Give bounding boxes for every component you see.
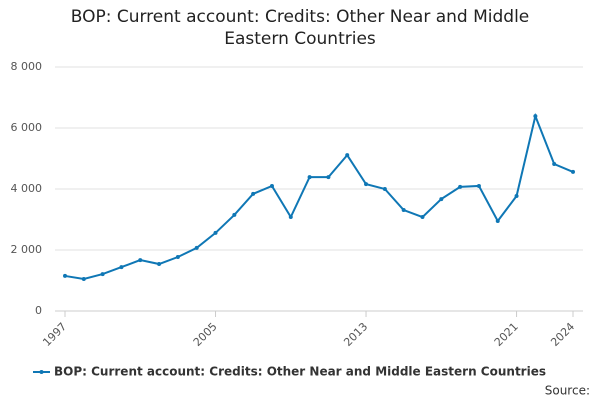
point (81, 276, 86, 281)
point (533, 114, 538, 119)
legend-label: BOP: Current account: Credits: Other Nea… (54, 365, 546, 379)
point (514, 194, 519, 199)
point (251, 191, 256, 196)
point (157, 262, 162, 267)
x-tick-label: 2013 (341, 320, 370, 349)
x-tick-label: 2021 (492, 320, 521, 349)
point (439, 197, 444, 202)
y-tick-label: 6 000 (11, 121, 43, 134)
point (269, 183, 274, 188)
point (495, 219, 500, 224)
x-tick-label: 2024 (548, 320, 577, 349)
point (100, 272, 105, 277)
point (307, 175, 312, 180)
point (364, 182, 369, 187)
legend-marker (39, 370, 44, 374)
point (401, 208, 406, 213)
point (420, 215, 425, 220)
point (63, 273, 67, 278)
y-tick-label: 4 000 (11, 182, 43, 195)
point (138, 258, 143, 263)
point (175, 255, 180, 260)
chart-title: BOP: Current account: Credits: Other Nea… (70, 7, 530, 49)
point (288, 215, 293, 220)
point (552, 161, 557, 166)
x-tick-label: 1997 (40, 320, 69, 349)
y-tick-label: 0 (35, 304, 42, 317)
y-tick-label: 8 000 (11, 60, 43, 73)
point (326, 175, 331, 180)
point (119, 265, 124, 270)
point (476, 183, 481, 188)
point (194, 245, 199, 250)
point (345, 153, 350, 158)
point (571, 169, 575, 174)
line (64, 112, 574, 280)
point (382, 187, 387, 191)
x-tick-label: 2005 (191, 320, 220, 349)
source: Source: (545, 384, 590, 398)
point (232, 212, 237, 217)
point (213, 230, 218, 235)
y-tick-label: 2 000 (11, 243, 43, 256)
point (458, 184, 463, 189)
